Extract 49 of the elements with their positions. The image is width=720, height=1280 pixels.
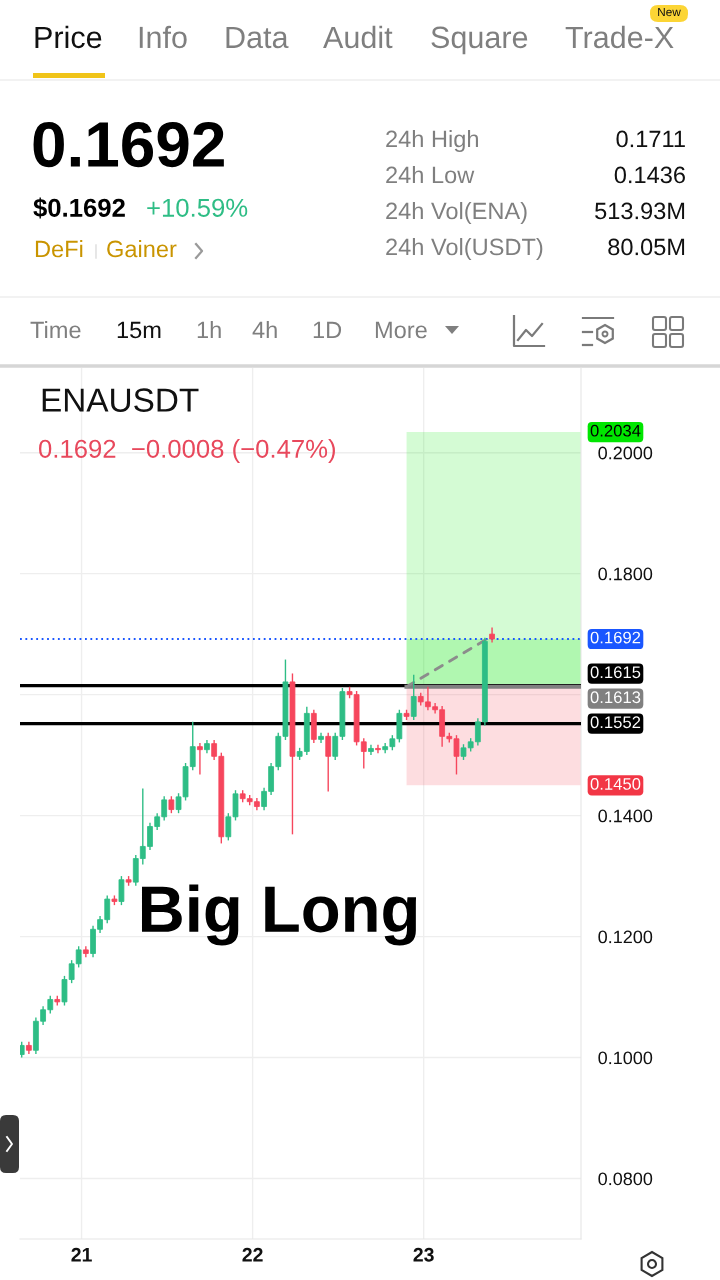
text: 1h [197, 321, 221, 339]
text: Time [30, 321, 81, 339]
text: Square [431, 26, 528, 55]
text: More [375, 321, 427, 339]
text: 1D [313, 321, 342, 339]
text: 0.1692 −0.0008 (−0.47%) [39, 439, 335, 463]
text: Price [35, 25, 102, 49]
text: +10.59% [147, 198, 248, 217]
text: 513.93M [595, 202, 685, 220]
annotation: Big Long [141, 884, 417, 946]
text: 0.1711 [616, 130, 685, 148]
x-tick-label: 23 [413, 1247, 434, 1262]
text: DeFi [35, 240, 83, 258]
band-label: 0.1450 [590, 778, 641, 790]
ref-line-label: 0.1613 [590, 691, 641, 704]
text: 24h Vol(USDT) [386, 238, 543, 260]
text: Info [139, 25, 187, 49]
x-tick-label: 22 [242, 1247, 263, 1262]
text: 4h [252, 321, 277, 339]
y-tick-label: 0.1400 [598, 809, 653, 823]
text: $0.1692 [33, 197, 125, 219]
text: 24h High [386, 130, 478, 153]
text: 24h Vol(ENA) [386, 202, 527, 224]
text: 80.05M [608, 238, 685, 256]
text: New [658, 7, 681, 17]
text: 24h Low [386, 166, 475, 184]
text: Audit [323, 25, 393, 49]
ref-line-label: 0.1552 [590, 716, 641, 729]
candlestick [325, 732, 332, 793]
candlestick [118, 875, 125, 906]
y-tick-label: 0.1000 [598, 1051, 653, 1065]
candlestick [197, 742, 203, 776]
candlestick [375, 744, 381, 754]
text: 0.1436 [614, 166, 685, 184]
text: 0.1692 [33, 121, 224, 168]
text: 15m [117, 321, 161, 339]
ref-line-label: 0.1692 [590, 631, 641, 644]
text: Trade-X [565, 25, 674, 49]
y-tick-label: 0.1200 [598, 930, 653, 944]
candlestick [410, 673, 417, 721]
y-tick-label: 0.0800 [598, 1172, 653, 1186]
ref-line-label: 0.1615 [590, 666, 641, 679]
band-label: 0.2034 [590, 424, 641, 437]
x-tick-label: 21 [71, 1247, 92, 1262]
text: Data [226, 26, 289, 49]
y-tick-label: 0.1800 [598, 567, 653, 581]
text: Gainer [107, 240, 177, 258]
chart-title: ENAUSDT [42, 388, 199, 412]
y-tick-label: 0.2000 [598, 446, 653, 460]
